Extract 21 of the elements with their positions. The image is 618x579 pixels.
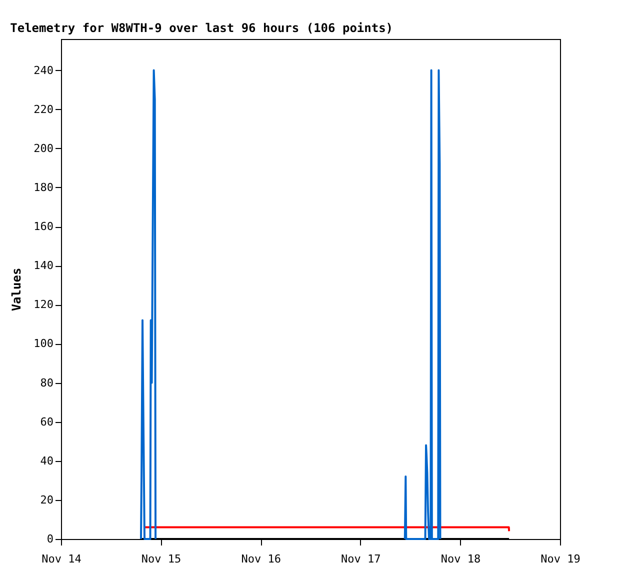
y-tick-label: 0 (46, 532, 54, 546)
y-tick-label: 100 (34, 337, 54, 350)
y-tick-label: 20 (40, 493, 54, 506)
y-tick-label: 220 (34, 102, 54, 116)
chart-title: Telemetry for W8WTH-9 over last 96 hours (106 points) (10, 21, 394, 35)
x-tick-label: Nov 14 (42, 552, 82, 566)
y-tick-label: 120 (34, 298, 54, 312)
y-tick-label: 80 (40, 376, 54, 390)
y-tick-label: 160 (34, 220, 54, 233)
y-tick-label: 240 (34, 64, 54, 77)
y-tick-label: 140 (34, 259, 54, 272)
y-axis-title: Values (10, 268, 24, 312)
y-tick-label: 40 (40, 454, 54, 468)
x-tick-label: Nov 16 (241, 552, 281, 566)
y-tick-label: 200 (34, 142, 54, 155)
x-tick-label: Nov 15 (141, 552, 182, 566)
x-tick-label: Nov 18 (440, 552, 481, 566)
y-tick-label: 180 (34, 180, 54, 194)
x-tick-label: Nov 19 (540, 552, 580, 566)
y-tick-label: 60 (40, 415, 54, 428)
x-tick-label: Nov 17 (341, 552, 381, 566)
